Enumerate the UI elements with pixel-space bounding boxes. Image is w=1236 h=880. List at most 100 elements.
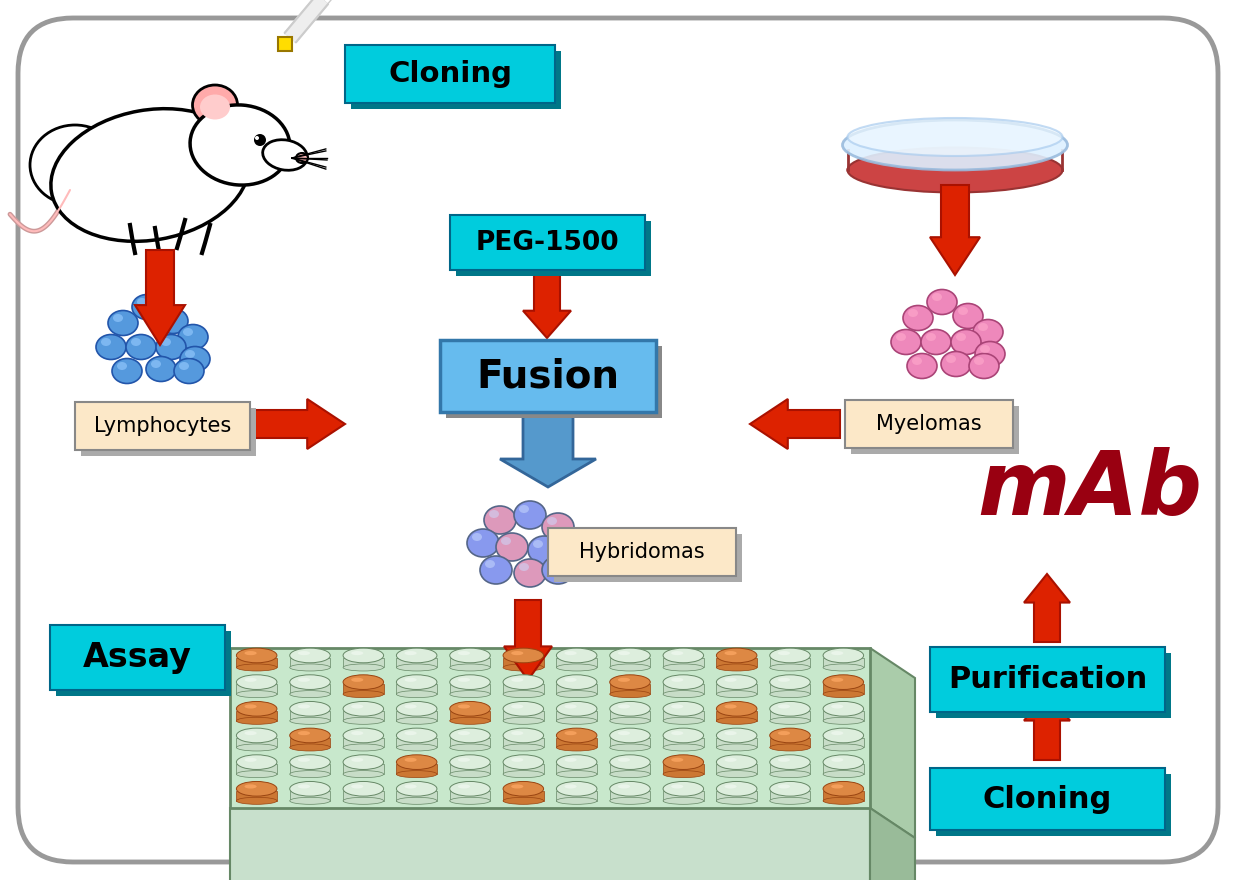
Ellipse shape bbox=[770, 675, 811, 689]
Ellipse shape bbox=[289, 744, 330, 751]
Text: Cloning: Cloning bbox=[388, 60, 512, 88]
Ellipse shape bbox=[404, 678, 417, 682]
Text: Cloning: Cloning bbox=[983, 784, 1112, 813]
Polygon shape bbox=[770, 737, 811, 747]
Ellipse shape bbox=[556, 675, 597, 689]
Ellipse shape bbox=[724, 758, 737, 762]
Polygon shape bbox=[236, 658, 277, 667]
FancyBboxPatch shape bbox=[936, 653, 1170, 718]
Polygon shape bbox=[289, 658, 330, 667]
Ellipse shape bbox=[565, 758, 577, 762]
Polygon shape bbox=[135, 250, 185, 345]
Polygon shape bbox=[662, 791, 703, 801]
Ellipse shape bbox=[289, 701, 330, 716]
Polygon shape bbox=[870, 648, 915, 838]
Ellipse shape bbox=[101, 338, 111, 346]
Ellipse shape bbox=[146, 356, 176, 382]
Polygon shape bbox=[397, 685, 438, 694]
Ellipse shape bbox=[823, 691, 864, 698]
Ellipse shape bbox=[823, 744, 864, 751]
Ellipse shape bbox=[450, 728, 491, 743]
Ellipse shape bbox=[831, 784, 843, 788]
Ellipse shape bbox=[289, 771, 330, 778]
Ellipse shape bbox=[344, 675, 383, 689]
Ellipse shape bbox=[503, 781, 544, 796]
Ellipse shape bbox=[823, 675, 864, 689]
Ellipse shape bbox=[344, 649, 383, 663]
Ellipse shape bbox=[907, 354, 937, 378]
Polygon shape bbox=[609, 765, 650, 774]
Ellipse shape bbox=[724, 784, 737, 788]
Polygon shape bbox=[236, 685, 277, 694]
Ellipse shape bbox=[450, 781, 491, 796]
Ellipse shape bbox=[289, 675, 330, 689]
Ellipse shape bbox=[245, 704, 257, 708]
Ellipse shape bbox=[777, 758, 790, 762]
Ellipse shape bbox=[397, 717, 438, 724]
Ellipse shape bbox=[777, 731, 790, 735]
Ellipse shape bbox=[823, 755, 864, 769]
Ellipse shape bbox=[908, 309, 918, 317]
Ellipse shape bbox=[533, 540, 543, 548]
Polygon shape bbox=[823, 711, 864, 721]
Ellipse shape bbox=[351, 731, 363, 735]
Polygon shape bbox=[397, 658, 438, 667]
Polygon shape bbox=[717, 765, 756, 774]
Ellipse shape bbox=[717, 781, 756, 796]
Ellipse shape bbox=[245, 758, 257, 762]
Ellipse shape bbox=[974, 357, 984, 365]
Ellipse shape bbox=[503, 675, 544, 689]
Ellipse shape bbox=[777, 704, 790, 708]
Ellipse shape bbox=[556, 744, 597, 751]
FancyBboxPatch shape bbox=[345, 45, 555, 103]
Ellipse shape bbox=[450, 797, 491, 804]
Ellipse shape bbox=[662, 771, 703, 778]
Ellipse shape bbox=[662, 664, 703, 671]
Ellipse shape bbox=[823, 797, 864, 804]
Ellipse shape bbox=[344, 717, 383, 724]
Ellipse shape bbox=[831, 704, 843, 708]
Text: Lymphocytes: Lymphocytes bbox=[94, 416, 231, 436]
Ellipse shape bbox=[489, 510, 499, 518]
Polygon shape bbox=[255, 399, 345, 449]
Ellipse shape bbox=[397, 664, 438, 671]
Ellipse shape bbox=[556, 717, 597, 724]
Ellipse shape bbox=[543, 556, 574, 584]
Ellipse shape bbox=[397, 781, 438, 796]
Ellipse shape bbox=[404, 731, 417, 735]
Ellipse shape bbox=[662, 755, 703, 769]
Ellipse shape bbox=[344, 781, 383, 796]
Ellipse shape bbox=[512, 704, 523, 708]
Ellipse shape bbox=[609, 664, 650, 671]
FancyBboxPatch shape bbox=[49, 625, 225, 690]
Ellipse shape bbox=[236, 675, 277, 689]
Ellipse shape bbox=[717, 771, 756, 778]
Ellipse shape bbox=[397, 675, 438, 689]
Ellipse shape bbox=[831, 651, 843, 656]
Ellipse shape bbox=[662, 691, 703, 698]
Ellipse shape bbox=[904, 305, 933, 331]
Polygon shape bbox=[770, 711, 811, 721]
FancyBboxPatch shape bbox=[929, 768, 1166, 830]
Ellipse shape bbox=[609, 728, 650, 743]
Polygon shape bbox=[289, 711, 330, 721]
Ellipse shape bbox=[404, 651, 417, 656]
Ellipse shape bbox=[724, 704, 737, 708]
Ellipse shape bbox=[519, 505, 529, 513]
Polygon shape bbox=[717, 658, 756, 667]
Polygon shape bbox=[397, 765, 438, 774]
Ellipse shape bbox=[831, 678, 843, 682]
Ellipse shape bbox=[450, 755, 491, 769]
Ellipse shape bbox=[543, 513, 574, 541]
Ellipse shape bbox=[958, 307, 968, 315]
Ellipse shape bbox=[770, 797, 811, 804]
Ellipse shape bbox=[236, 664, 277, 671]
Ellipse shape bbox=[662, 701, 703, 716]
Polygon shape bbox=[662, 711, 703, 721]
Ellipse shape bbox=[662, 675, 703, 689]
Polygon shape bbox=[823, 791, 864, 801]
FancyBboxPatch shape bbox=[936, 774, 1170, 836]
Ellipse shape bbox=[609, 717, 650, 724]
Ellipse shape bbox=[156, 334, 185, 360]
Ellipse shape bbox=[236, 691, 277, 698]
